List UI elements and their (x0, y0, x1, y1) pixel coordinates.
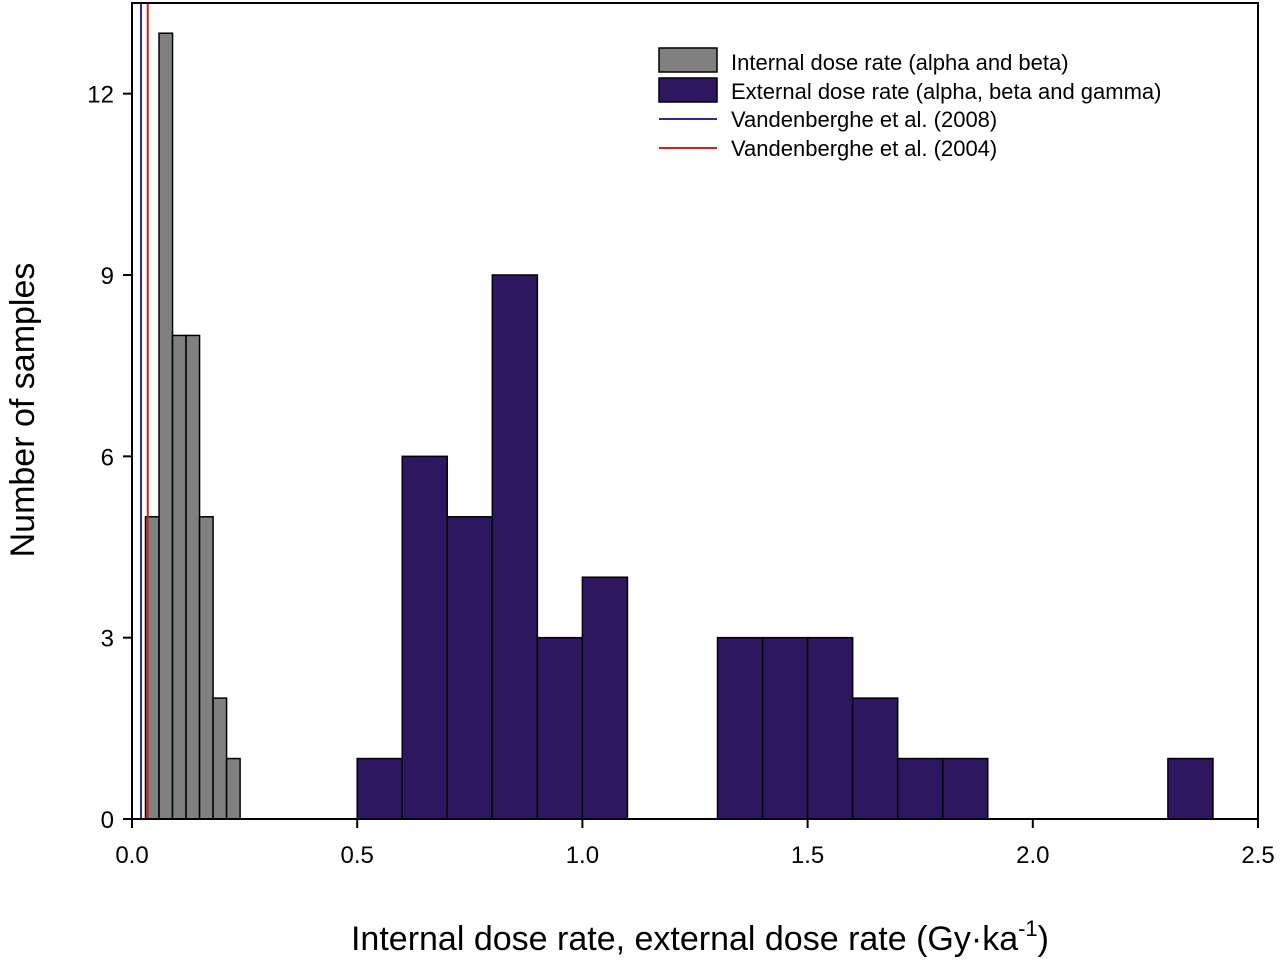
legend-label-2004: Vandenberghe et al. (2004) (731, 136, 997, 161)
bar-external-0 (356, 757, 403, 820)
bar-internal-3 (185, 334, 201, 820)
bar-external-6 (716, 636, 764, 820)
bar-external-3 (491, 274, 539, 820)
bar-external-10 (896, 757, 944, 820)
x-tick-label-3: 1.5 (791, 842, 824, 869)
y-axis: 0 3 6 9 12 (87, 82, 132, 834)
legend-label-internal: Internal dose rate (alpha and beta) (731, 50, 1069, 75)
x-axis-title-suffix: ) (1038, 920, 1049, 958)
bar-external-11 (941, 757, 989, 820)
y-tick-label-2: 6 (101, 444, 114, 471)
x-axis-title-main: Internal dose rate, external dose rate (… (351, 920, 1018, 958)
x-axis: 0.0 0.5 1.0 1.5 2.0 2.5 (115, 819, 1275, 869)
bar-external-1 (401, 455, 449, 820)
bar-internal-4 (198, 516, 214, 820)
bar-internal-1 (158, 32, 174, 820)
legend-swatch-external (658, 77, 718, 103)
bar-external-2 (446, 516, 494, 820)
x-tick-label-5: 2.5 (1241, 842, 1274, 869)
bar-internal-6 (225, 757, 241, 820)
x-tick-label-2: 1.0 (566, 842, 599, 869)
x-tick-label-4: 2.0 (1016, 842, 1049, 869)
legend-label-external: External dose rate (alpha, beta and gamm… (731, 79, 1161, 104)
bar-external-7 (761, 636, 809, 820)
y-tick-label-3: 9 (101, 263, 114, 290)
x-axis-title: Internal dose rate, external dose rate (… (351, 916, 1049, 958)
bars-group (144, 32, 1214, 820)
bar-external-5 (581, 576, 629, 820)
x-axis-title-superscript: -1 (1018, 916, 1038, 941)
bar-internal-2 (171, 334, 187, 820)
y-axis-title: Number of samples (4, 263, 42, 558)
legend: Internal dose rate (alpha and beta) Exte… (658, 47, 1161, 161)
bar-internal-5 (212, 697, 228, 820)
legend-swatch-internal (658, 47, 718, 73)
y-tick-label-1: 3 (101, 626, 114, 653)
bar-external-12 (1167, 757, 1214, 820)
legend-label-2008: Vandenberghe et al. (2008) (731, 107, 997, 132)
y-tick-label-0: 0 (101, 807, 114, 834)
x-tick-label-0: 0.0 (115, 842, 148, 869)
x-tick-label-1: 0.5 (341, 842, 374, 869)
bar-external-9 (851, 697, 899, 820)
bar-external-4 (536, 636, 584, 820)
reference-lines-group (140, 3, 149, 819)
plot-frame (131, 2, 1259, 820)
y-tick-label-4: 12 (87, 82, 114, 109)
bar-external-8 (806, 636, 854, 820)
